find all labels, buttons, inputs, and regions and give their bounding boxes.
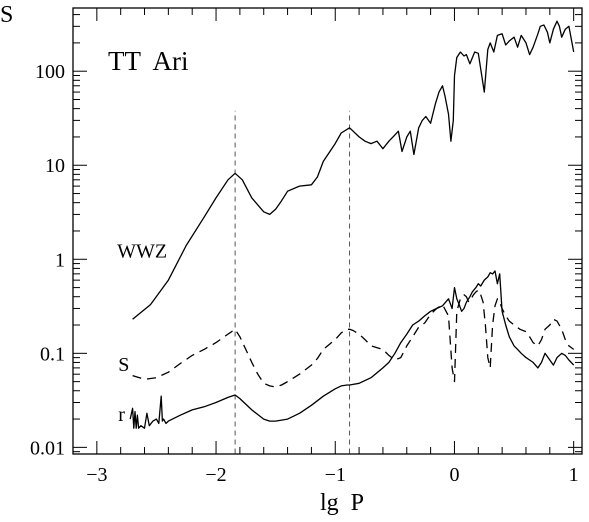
series-group — [129, 20, 575, 429]
chart-title: TT Ari — [108, 46, 189, 76]
series-line-s — [132, 289, 575, 388]
y-tick-label: 10 — [45, 155, 65, 177]
x-axis-label: lg P — [320, 490, 364, 516]
x-tick-label: −1 — [325, 464, 346, 486]
reference-lines — [234, 110, 351, 454]
annotation-wwz: WWZ — [117, 240, 167, 262]
x-tick-label: −2 — [205, 464, 226, 486]
series-line-wwz — [132, 20, 575, 320]
y-tick-label: 0.1 — [40, 343, 65, 365]
y-tick-label: 100 — [35, 61, 65, 83]
x-tick-label: 0 — [449, 464, 459, 486]
axis-tick-labels: −3 −2 −1 0 1 0.01 0.1 1 10 100 — [30, 61, 579, 486]
y-tick-label: 0.01 — [30, 437, 65, 459]
x-tick-label: −3 — [86, 464, 107, 486]
series-annotations: WWZ Sr — [117, 240, 167, 426]
x-tick-label: 1 — [569, 464, 579, 486]
series-line-r — [129, 270, 575, 429]
annotation-r: r — [118, 404, 125, 426]
axis-ticks — [72, 8, 582, 454]
y-tick-label: 1 — [55, 249, 65, 271]
annotation-s: S — [118, 354, 129, 376]
y-axis-label: S — [0, 2, 13, 28]
